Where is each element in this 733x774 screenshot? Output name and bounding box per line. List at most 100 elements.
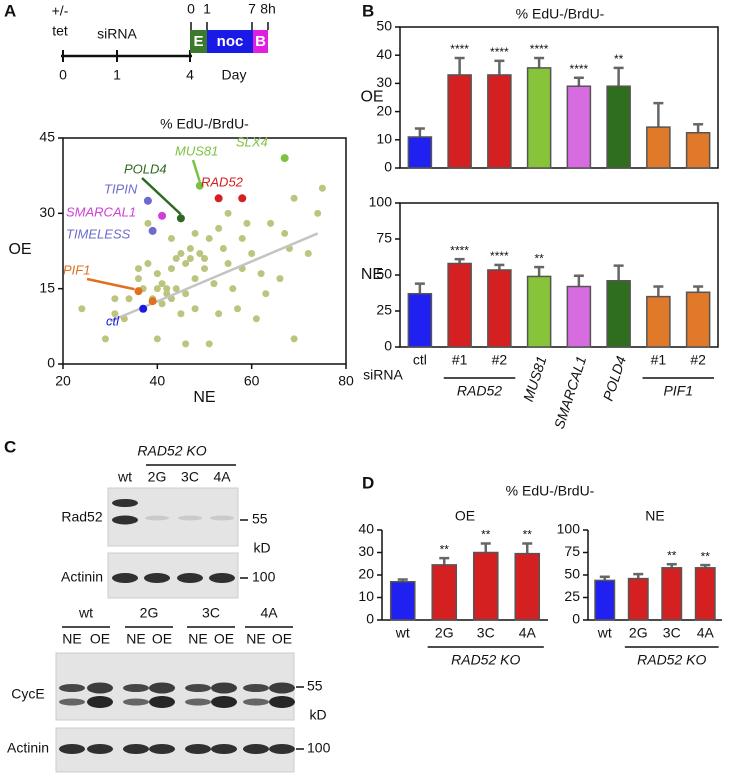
blot-band	[144, 573, 170, 583]
y-tick-label: 40	[376, 46, 392, 62]
blot-band	[269, 696, 295, 708]
lane-label: 2G	[148, 469, 167, 485]
blot-band	[112, 573, 138, 583]
screen-point	[101, 335, 109, 343]
group-label: RAD52 KO	[637, 652, 706, 668]
significance: ****	[530, 42, 549, 56]
screen-point	[78, 305, 86, 313]
day-label: 4	[186, 67, 194, 83]
marker-label: 55	[252, 511, 268, 527]
x-tick-label: wt	[395, 625, 410, 641]
screen-point	[257, 270, 265, 278]
bar	[566, 285, 592, 348]
bar	[514, 552, 541, 621]
bar	[472, 551, 499, 621]
chart-subtitle: OE	[455, 508, 475, 524]
screen-point	[191, 229, 199, 237]
screen-point	[243, 219, 251, 227]
blot-band	[87, 682, 113, 694]
bar	[594, 579, 616, 621]
blot-band	[243, 744, 269, 754]
panel-label: B	[362, 1, 374, 20]
chart-title: % EdU-/BrdU-	[516, 6, 605, 22]
y-tick-label: 0	[384, 159, 392, 175]
screen-point	[186, 255, 194, 263]
bar	[627, 577, 649, 621]
screen-point	[290, 194, 298, 202]
screen-point	[163, 285, 171, 293]
leader-line	[141, 177, 182, 216]
y-tick-label: 0	[384, 338, 392, 354]
highlight-point	[148, 297, 157, 306]
highlight-point	[148, 226, 157, 235]
bar	[389, 581, 416, 621]
timeline-label: tet	[52, 23, 68, 39]
x-tick-label: 20	[55, 373, 71, 389]
screen-point	[111, 310, 119, 318]
screen-point	[172, 285, 180, 293]
y-tick-label: 75	[376, 230, 392, 246]
blot-group: 3C	[202, 605, 220, 621]
panel-label: C	[4, 437, 16, 456]
screen-point	[182, 260, 190, 268]
phase-box	[207, 30, 253, 53]
screen-point	[177, 310, 185, 318]
lane-label: NE	[188, 631, 207, 647]
screen-point	[318, 184, 326, 192]
highlight-point	[139, 304, 148, 313]
x-tick-label: 2G	[435, 625, 454, 641]
bar	[566, 85, 592, 169]
highlight-point	[134, 287, 143, 296]
y-tick-label: 100	[557, 521, 581, 537]
blot-band	[185, 684, 211, 692]
blot-band	[112, 499, 138, 507]
lane-label: 4A	[213, 469, 231, 485]
screen-point	[248, 250, 256, 258]
chart-title: % EdU-/BrdU-	[506, 483, 595, 499]
y-tick-label: 40	[358, 521, 374, 537]
screen-point	[158, 280, 166, 288]
screen-point	[281, 229, 289, 237]
y-axis-label: OE	[8, 241, 31, 258]
screen-point	[144, 260, 152, 268]
bar	[606, 280, 631, 348]
blot-band	[87, 696, 113, 708]
screen-point	[229, 285, 237, 293]
screen-point	[205, 234, 213, 242]
screen-point	[186, 244, 194, 252]
screen-point	[167, 234, 175, 242]
point-label: RAD52	[201, 174, 244, 189]
y-tick-label: 50	[376, 18, 392, 34]
x-axis-label: NE	[193, 389, 215, 406]
group-label: PIF1	[663, 383, 693, 399]
highlight-point	[176, 214, 185, 223]
blot-band	[59, 744, 85, 754]
screen-point	[167, 265, 175, 273]
blot-row-label: Rad52	[61, 509, 102, 525]
screen-point	[210, 280, 218, 288]
day-unit: Day	[222, 67, 247, 83]
y-tick-label: 75	[564, 543, 580, 559]
bar	[661, 567, 683, 621]
y-tick-label: 50	[564, 566, 580, 582]
phase-label: B	[255, 33, 266, 50]
marker-label: 100	[307, 740, 331, 756]
blot-band	[87, 744, 113, 754]
x-tick-label: wt	[597, 625, 612, 641]
screen-point	[290, 335, 298, 343]
plot-frame	[62, 137, 347, 365]
lane-label: OE	[272, 631, 292, 647]
lane-label: OE	[90, 631, 110, 647]
screen-point	[215, 310, 223, 318]
blot-row-label: Actinin	[61, 569, 103, 585]
panel-label: D	[362, 473, 374, 492]
lane-label: OE	[152, 631, 172, 647]
group-label: RAD52	[457, 383, 502, 399]
y-tick-label: 30	[39, 204, 55, 220]
screen-point	[205, 340, 213, 348]
screen-point	[219, 244, 227, 252]
screen-point	[191, 305, 199, 313]
significance: **	[667, 548, 677, 562]
marker-unit: kD	[253, 540, 270, 556]
bar	[646, 126, 671, 169]
